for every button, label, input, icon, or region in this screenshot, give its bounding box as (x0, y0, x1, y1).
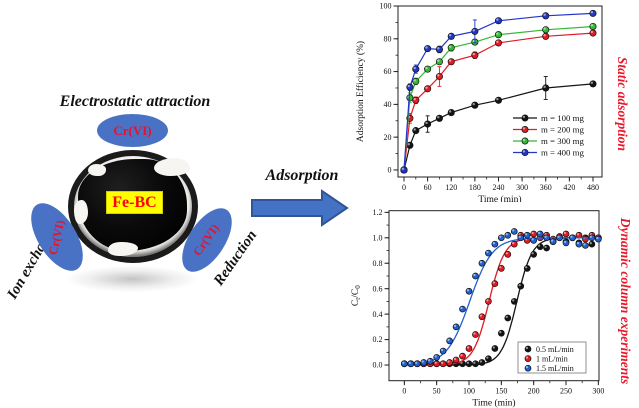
svg-text:0.2: 0.2 (373, 335, 383, 344)
legend: m = 100 mg m = 200 mgm = 300 mg m = 400 mg (513, 113, 584, 158)
paper-patch (108, 242, 138, 256)
svg-text:60: 60 (384, 67, 392, 76)
static-adsorption-chart: 0 60 120 180 240 300 360 420 480 0 20 40 60 80 100 Time… (355, 2, 603, 202)
series-m-300-mg (400, 22, 597, 174)
svg-text:m = 300 mg: m = 300 mg (541, 136, 584, 146)
svg-text:50: 50 (433, 387, 441, 396)
series-1.5-ml-min (400, 228, 602, 368)
svg-text:240: 240 (492, 183, 504, 192)
svg-text:360: 360 (540, 183, 552, 192)
svg-text:250: 250 (560, 387, 572, 396)
svg-text:40: 40 (384, 100, 392, 109)
svg-text:0.5 mL/min: 0.5 mL/min (536, 345, 574, 354)
cr-vi-label-right: Cr(VI) (190, 221, 223, 259)
svg-text:100: 100 (463, 387, 475, 396)
paper-patch (74, 200, 88, 224)
cr-vi-label-left: Cr(VI) (45, 218, 68, 256)
static-adsorption-caption: Static adsorption (615, 56, 630, 152)
svg-text:180: 180 (469, 183, 481, 192)
dynamic-column-caption: Dynamic column experiments (618, 217, 633, 385)
svg-text:0.4: 0.4 (373, 310, 383, 319)
fe-bc-dish (68, 150, 198, 263)
svg-text:0: 0 (402, 183, 406, 192)
svg-text:20: 20 (384, 133, 392, 142)
svg-text:480: 480 (587, 183, 599, 192)
cr-vi-label-top: Cr(VI) (113, 122, 152, 138)
svg-text:0.8: 0.8 (373, 259, 383, 268)
svg-text:0: 0 (388, 166, 392, 175)
svg-text:0: 0 (402, 387, 406, 396)
fe-bc-label: Fe-BC (106, 191, 163, 214)
svg-text:0.0: 0.0 (373, 361, 383, 370)
paper-patch (154, 158, 190, 176)
svg-text:300: 300 (592, 387, 604, 396)
svg-text:0.6: 0.6 (373, 284, 383, 293)
paper-patch (88, 164, 106, 176)
svg-text:m = 100 mg: m = 100 mg (541, 113, 584, 123)
series-m-400-mg (400, 9, 597, 174)
svg-text:1.2: 1.2 (373, 208, 383, 217)
plot-area: 0 60 120 180 240 300 360 420 480 0 20 40 60 80 100 Time… (355, 2, 603, 202)
breakthrough-curve-chart: 0 50 100 150 200 250 300 0.0 0.2 0.4 0.6 0.8 1.0 1.2 T… (351, 208, 604, 408)
svg-text:1.5 mL/min: 1.5 mL/min (536, 364, 574, 373)
svg-text:60: 60 (424, 183, 432, 192)
series-m-100-mg (400, 76, 597, 174)
svg-text:80: 80 (384, 34, 392, 43)
cr-vi-oval-top: Cr(VI) (97, 114, 168, 147)
svg-text:1 mL/min: 1 mL/min (536, 354, 568, 363)
x-axis-label: Time (min) (478, 194, 521, 202)
svg-text:m = 400 mg: m = 400 mg (541, 148, 584, 158)
svg-text:420: 420 (563, 183, 575, 192)
svg-text:200: 200 (528, 387, 540, 396)
y-axis-label: Adsorption Efficiency (%) (355, 41, 366, 142)
svg-text:120: 120 (445, 183, 457, 192)
adsorption-label: Adsorption (265, 167, 339, 184)
dish-shadow (66, 266, 198, 292)
adsorption-arrow-icon (251, 189, 349, 227)
x-axis-label: Time (min) (472, 398, 515, 408)
electrostatic-attraction-label: Electrostatic attraction (59, 93, 211, 110)
svg-text:100: 100 (380, 2, 392, 11)
svg-text:150: 150 (495, 387, 507, 396)
svg-text:300: 300 (516, 183, 528, 192)
svg-text:m = 200 mg: m = 200 mg (541, 125, 584, 135)
y-axis-label: Ct/C0 (351, 285, 362, 306)
svg-text:1.0: 1.0 (373, 233, 383, 242)
